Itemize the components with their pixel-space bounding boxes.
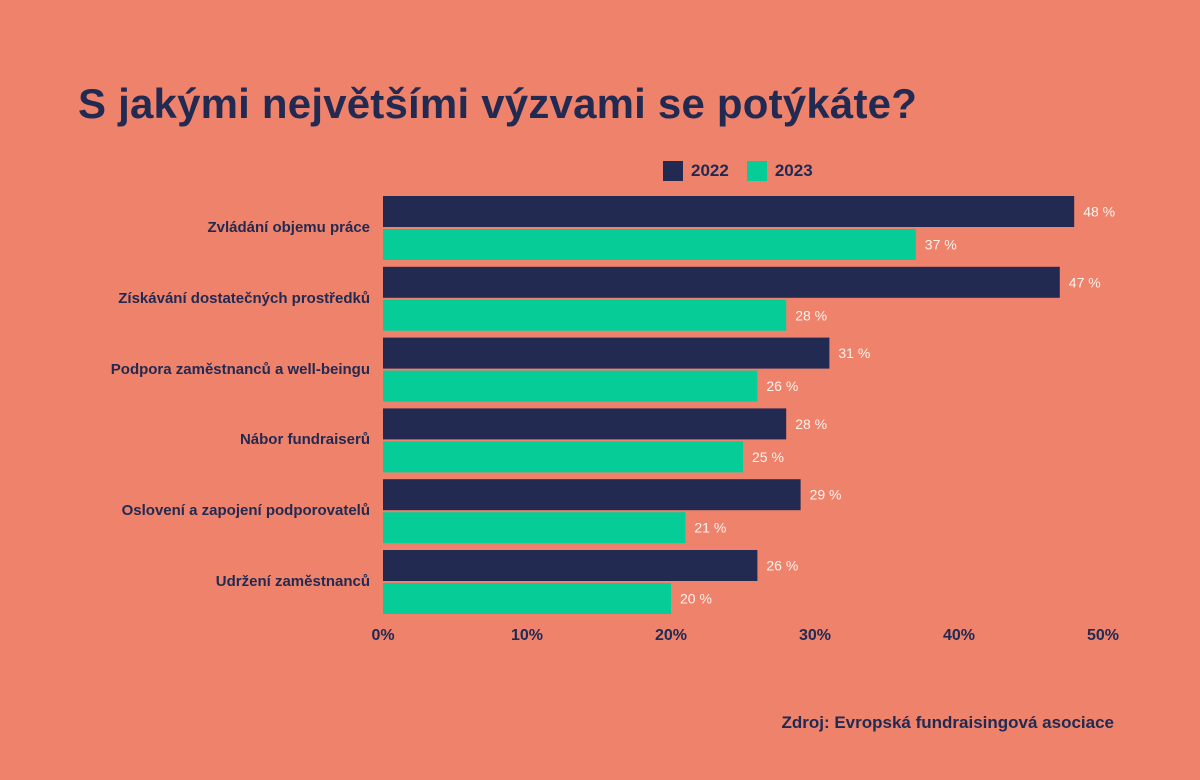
data-label: 29 % <box>810 487 842 503</box>
category-label: Nábor fundraiserů <box>239 431 370 449</box>
x-tick-label: 20% <box>655 627 687 644</box>
data-label: 31 % <box>838 345 870 361</box>
bar-2023 <box>383 370 758 402</box>
data-label: 21 % <box>694 520 726 536</box>
bar-2022 <box>383 337 830 369</box>
source-note: Zdroj: Evropská fundraisingová asociace <box>781 713 1114 732</box>
bar-2022 <box>383 479 801 511</box>
bar-2022 <box>383 408 787 440</box>
legend-label-2022: 2022 <box>691 161 729 180</box>
x-tick-label: 0% <box>371 627 394 644</box>
category-label: Udržení zaměstnanců <box>215 573 370 590</box>
chart-title: S jakými největšími výzvami se potýkáte? <box>78 80 918 127</box>
bar-2023 <box>383 583 671 614</box>
category-label: Podpora zaměstnanců a well-beingu <box>110 360 370 378</box>
legend-swatch-2023 <box>746 161 767 181</box>
bar-2022 <box>383 550 758 581</box>
data-label: 26 % <box>766 558 798 574</box>
x-tick-label: 10% <box>511 627 543 644</box>
legend-item-2023: 2023 <box>746 161 813 181</box>
data-label: 47 % <box>1069 274 1101 290</box>
data-label: 28 % <box>795 307 827 323</box>
legend-label-2023: 2023 <box>774 161 813 180</box>
category-label: Získávání dostatečných prostředků <box>118 289 370 307</box>
data-label: 48 % <box>1083 204 1115 220</box>
x-tick-label: 40% <box>943 627 975 644</box>
category-label: Oslovení a zapojení podporovatelů <box>121 502 370 520</box>
data-label: 26 % <box>766 378 798 394</box>
x-tick-label: 30% <box>799 627 831 644</box>
legend-item-2022: 2022 <box>663 161 729 181</box>
bar-2022 <box>383 196 1075 227</box>
bar-2023 <box>383 512 686 544</box>
data-label: 37 % <box>925 237 957 253</box>
category-label: Zvládání objemu práce <box>207 219 370 236</box>
bar-2023 <box>383 441 743 473</box>
x-tick-label: 50% <box>1087 627 1119 644</box>
legend-swatch-2022 <box>663 161 683 181</box>
bar-2023 <box>383 229 916 260</box>
bar-2022 <box>383 266 1060 298</box>
data-label: 28 % <box>795 416 827 432</box>
data-label: 25 % <box>752 449 784 465</box>
bar-2023 <box>383 299 787 331</box>
chart-legend: 2022 2023 <box>663 161 813 181</box>
data-label: 20 % <box>680 591 712 607</box>
